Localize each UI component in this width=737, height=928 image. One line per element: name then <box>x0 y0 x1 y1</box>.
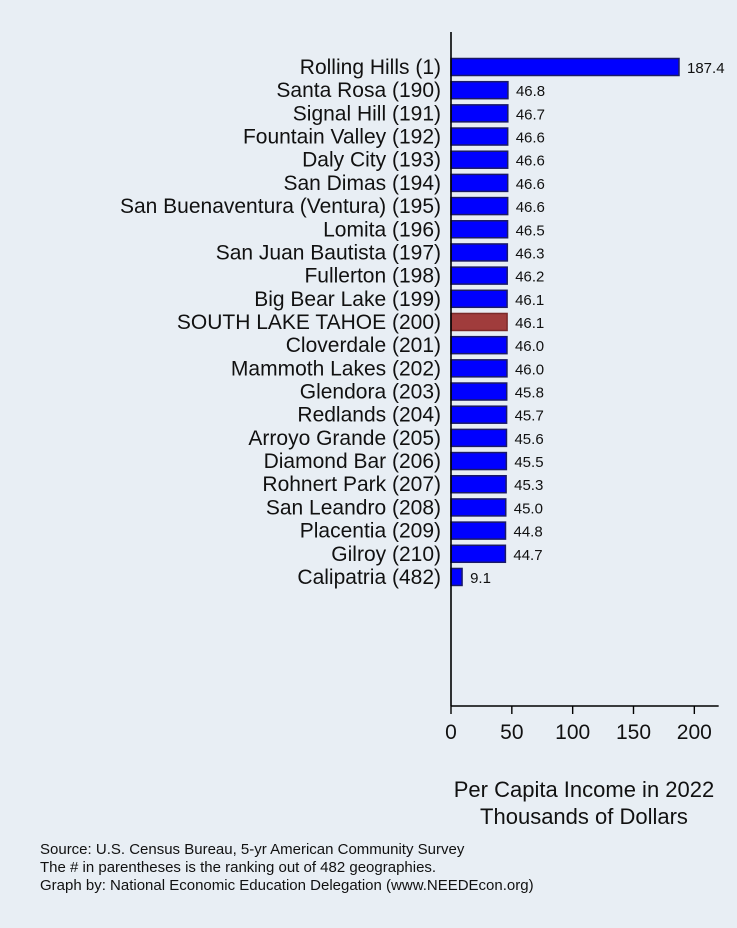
bar <box>450 104 509 123</box>
category-label: Daly City (193) <box>302 149 441 172</box>
category-label: Gilroy (210) <box>331 543 441 566</box>
category-label: Mammoth Lakes (202) <box>231 357 441 380</box>
bar <box>450 521 507 540</box>
bar <box>450 498 507 517</box>
value-label: 46.2 <box>515 269 544 286</box>
bar <box>450 80 509 100</box>
value-label: 45.8 <box>515 385 544 402</box>
value-label: 46.0 <box>515 361 544 378</box>
value-label: 46.3 <box>515 245 544 262</box>
bar <box>450 220 509 239</box>
x-tick-label: 100 <box>555 721 590 744</box>
credit-note: Graph by: National Economic Education De… <box>40 877 534 894</box>
value-label: 46.6 <box>516 130 545 147</box>
bar <box>450 243 509 262</box>
value-label: 46.6 <box>516 176 545 193</box>
bar <box>450 196 509 216</box>
bar <box>450 289 508 309</box>
source-note: Source: U.S. Census Bureau, 5-yr America… <box>40 841 465 858</box>
value-label: 46.8 <box>516 83 545 100</box>
value-label: 45.5 <box>514 454 543 471</box>
axes: 0 50 100 150 200 <box>445 32 719 744</box>
bar <box>450 382 508 401</box>
category-label: Signal Hill (191) <box>293 102 441 125</box>
category-label: San Leandro (208) <box>266 496 441 519</box>
bar <box>450 428 508 448</box>
category-label: Calipatria (482) <box>297 566 441 589</box>
source-notes: Source: U.S. Census Bureau, 5-yr America… <box>40 841 730 895</box>
category-label: San Juan Bautista (197) <box>216 241 441 264</box>
category-label: SOUTH LAKE TAHOE (200) <box>177 311 441 334</box>
category-label: San Dimas (194) <box>283 172 441 195</box>
x-tick-label: 0 <box>445 721 457 744</box>
category-label: Fountain Valley (192) <box>243 126 441 149</box>
value-label: 46.6 <box>516 199 545 216</box>
category-label: Rohnert Park (207) <box>262 473 441 496</box>
category-label: Arroyo Grande (205) <box>248 427 441 450</box>
value-label: 45.6 <box>514 431 543 448</box>
category-label: Glendora (203) <box>300 381 441 404</box>
value-label: 45.7 <box>515 408 544 425</box>
value-label: 45.3 <box>514 477 543 494</box>
x-axis-title-line: Thousands of Dollars <box>480 804 688 829</box>
category-label: Rolling Hills (1) <box>300 56 441 79</box>
bar <box>450 359 508 378</box>
bar <box>450 335 508 355</box>
category-label: Redlands (204) <box>297 404 441 427</box>
value-label: 45.0 <box>514 500 543 517</box>
value-label: 44.7 <box>513 547 542 564</box>
category-label: Big Bear Lake (199) <box>254 288 441 311</box>
category-label: Santa Rosa (190) <box>276 79 441 102</box>
x-tick-label: 150 <box>616 721 651 744</box>
ranking-note: The # in parentheses is the ranking out … <box>40 859 437 876</box>
value-label: 44.8 <box>514 524 543 541</box>
value-label: 46.1 <box>515 315 544 332</box>
bar <box>450 173 509 193</box>
x-axis-title-line: Per Capita Income in 2022 <box>454 777 715 802</box>
bar <box>450 567 463 587</box>
bar <box>450 451 508 471</box>
bar <box>450 127 509 146</box>
value-label: 46.6 <box>516 153 545 170</box>
bar <box>450 474 507 494</box>
x-tick-label: 50 <box>500 721 523 744</box>
x-tick-label: 200 <box>677 721 712 744</box>
bar <box>450 405 508 424</box>
value-label: 46.1 <box>515 292 544 309</box>
value-label: 9.1 <box>470 570 491 587</box>
category-label: Fullerton (198) <box>304 265 441 288</box>
bar <box>450 150 509 169</box>
bar <box>450 266 508 285</box>
category-label: Placentia (209) <box>300 520 441 543</box>
value-label: 187.4 <box>687 60 725 77</box>
category-label: Lomita (196) <box>323 218 441 241</box>
bars: Rolling Hills (1) 187.4 Santa Rosa (190) 46… <box>120 56 725 589</box>
category-label: San Buenaventura (Ventura) (195) <box>120 195 441 218</box>
category-label: Diamond Bar (206) <box>264 450 441 473</box>
value-label: 46.5 <box>516 222 545 239</box>
bar <box>450 544 507 564</box>
bar <box>450 57 680 77</box>
category-label: Cloverdale (201) <box>286 334 441 357</box>
bar <box>450 312 508 332</box>
value-label: 46.0 <box>515 338 544 355</box>
value-label: 46.7 <box>516 106 545 123</box>
